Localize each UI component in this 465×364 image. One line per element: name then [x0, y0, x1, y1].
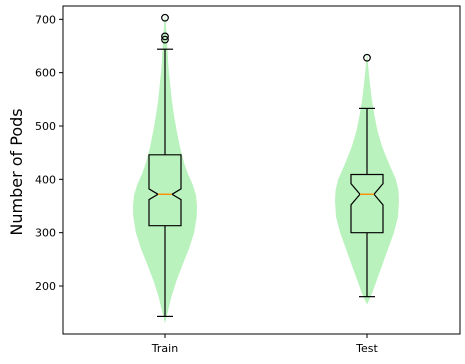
plot-frame	[62, 5, 461, 335]
x-tick-label-train: Train	[151, 342, 178, 355]
box-layer	[148, 13, 384, 317]
y-tick-label-500: 500	[35, 120, 56, 133]
notched-box-train	[148, 154, 182, 227]
outlier-train-0	[161, 13, 169, 22]
y-tick-label-600: 600	[35, 67, 56, 80]
notched-box-test	[350, 173, 384, 234]
y-tick-label-300: 300	[35, 227, 56, 240]
y-tick-label-700: 700	[35, 13, 56, 26]
y-tick-label-400: 400	[35, 173, 56, 186]
outlier-train-1	[161, 32, 169, 41]
violin-train	[133, 14, 197, 324]
y-tick-label-200: 200	[35, 280, 56, 293]
x-tick-label-test: Test	[355, 342, 378, 355]
y-axis-label: Number of Pods	[7, 108, 26, 235]
outlier-test-0	[363, 53, 371, 62]
violin-test	[335, 51, 399, 305]
outlier-train-2	[161, 35, 169, 44]
axes-layer: 200 300 400 500 600 700 Train Test	[35, 5, 461, 355]
violin-layer	[133, 14, 399, 324]
